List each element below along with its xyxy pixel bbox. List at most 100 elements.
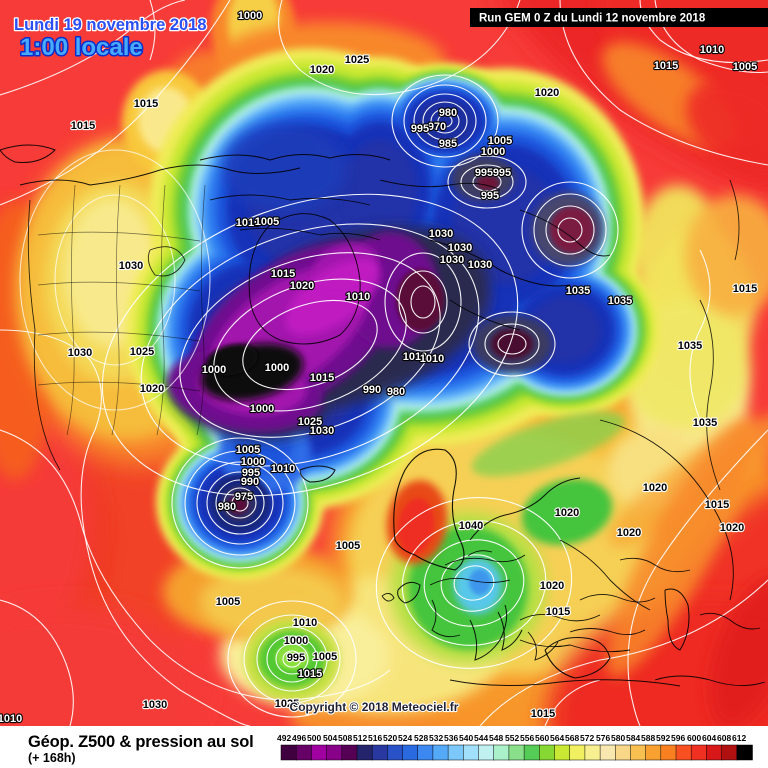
svg-text:1030: 1030 [310,425,334,437]
svg-text:Run GEM 0 Z du Lundi 12 novemb: Run GEM 0 Z du Lundi 12 novembre 2018 [479,13,706,25]
svg-text:588: 588 [641,733,655,743]
svg-text:995: 995 [481,190,499,202]
svg-text:568: 568 [565,733,579,743]
svg-text:1015: 1015 [733,283,757,295]
svg-text:1030: 1030 [468,259,492,271]
svg-text:1000: 1000 [265,362,289,374]
svg-text:995: 995 [242,467,260,479]
svg-text:520: 520 [383,733,397,743]
svg-text:990: 990 [363,384,381,396]
svg-text:1010: 1010 [236,217,260,229]
svg-text:1030: 1030 [440,254,464,266]
svg-text:1010: 1010 [346,291,370,303]
svg-text:544: 544 [474,733,488,743]
svg-text:560: 560 [535,733,549,743]
svg-text:500: 500 [307,733,321,743]
svg-text:990: 990 [241,476,259,488]
svg-text:1000: 1000 [202,364,226,376]
svg-text:1020: 1020 [535,87,559,99]
svg-text:572: 572 [580,733,594,743]
svg-text:1010: 1010 [293,617,317,629]
svg-text:528: 528 [414,733,428,743]
svg-text:592: 592 [656,733,670,743]
svg-text:995: 995 [475,167,493,179]
svg-text:980: 980 [387,386,405,398]
svg-text:1020: 1020 [540,580,564,592]
svg-text:564: 564 [550,733,564,743]
svg-text:1010: 1010 [271,463,295,475]
svg-text:1005: 1005 [488,135,512,147]
svg-text:576: 576 [596,733,610,743]
svg-text:1015: 1015 [705,499,729,511]
svg-text:492: 492 [277,733,291,743]
svg-text:580: 580 [611,733,625,743]
svg-text:1000: 1000 [284,635,308,647]
svg-text:604: 604 [702,733,716,743]
svg-text:1000: 1000 [250,403,274,415]
svg-text:970: 970 [428,121,446,133]
svg-text:504: 504 [323,733,337,743]
svg-text:600: 600 [687,733,701,743]
svg-text:612: 612 [732,733,746,743]
svg-text:1015: 1015 [310,372,334,384]
svg-text:1035: 1035 [693,417,717,429]
svg-text:1000: 1000 [238,10,262,22]
svg-text:1005: 1005 [236,444,260,456]
svg-text:1030: 1030 [119,260,143,272]
svg-text:1020: 1020 [617,527,641,539]
svg-text:496: 496 [292,733,306,743]
svg-text:995: 995 [493,167,511,179]
svg-text:1020: 1020 [720,522,744,534]
svg-text:1010: 1010 [420,353,444,365]
svg-text:1015: 1015 [271,268,295,280]
svg-text:552: 552 [505,733,519,743]
svg-text:980: 980 [218,501,236,513]
svg-text:1010: 1010 [0,713,22,725]
svg-text:508: 508 [338,733,352,743]
svg-text:1040: 1040 [459,520,483,532]
svg-text:1020: 1020 [555,507,579,519]
svg-text:608: 608 [717,733,731,743]
svg-text:1030: 1030 [429,228,453,240]
svg-text:1020: 1020 [290,280,314,292]
svg-text:1025: 1025 [345,54,369,66]
svg-text:556: 556 [520,733,534,743]
svg-text:Copyright © 2018 Meteociel.fr: Copyright © 2018 Meteociel.fr [290,700,459,714]
svg-text:1035: 1035 [566,285,590,297]
svg-text:1010: 1010 [403,351,427,363]
svg-text:524: 524 [398,733,412,743]
svg-text:1020: 1020 [310,64,334,76]
svg-text:1025: 1025 [130,346,154,358]
svg-text:1025: 1025 [298,416,322,428]
svg-text:1000: 1000 [241,456,265,468]
svg-text:1015: 1015 [298,668,322,680]
svg-text:Géop. Z500 & pression au sol: Géop. Z500 & pression au sol [28,733,253,751]
svg-text:1:00 locale: 1:00 locale [20,34,143,61]
svg-text:1030: 1030 [143,699,167,711]
svg-text:1005: 1005 [336,540,360,552]
svg-text:1005: 1005 [255,216,279,228]
svg-text:995: 995 [411,123,429,135]
svg-text:1035: 1035 [608,295,632,307]
svg-text:1015: 1015 [531,708,555,720]
svg-text:1005: 1005 [216,596,240,608]
svg-text:1020: 1020 [140,383,164,395]
svg-text:Lundi 19 novembre 2018: Lundi 19 novembre 2018 [14,16,207,34]
svg-text:995: 995 [287,652,305,664]
svg-text:1005: 1005 [313,651,337,663]
svg-text:596: 596 [671,733,685,743]
svg-text:(+ 168h): (+ 168h) [28,751,76,765]
svg-text:1030: 1030 [68,347,92,359]
svg-text:532: 532 [429,733,443,743]
svg-text:1015: 1015 [71,120,95,132]
svg-text:512: 512 [353,733,367,743]
svg-text:1025: 1025 [275,698,299,710]
svg-text:1000: 1000 [481,146,505,158]
svg-text:1035: 1035 [678,340,702,352]
svg-text:1005: 1005 [733,61,757,73]
svg-text:1015: 1015 [546,606,570,618]
svg-text:1020: 1020 [643,482,667,494]
svg-text:1030: 1030 [448,242,472,254]
svg-text:540: 540 [459,733,473,743]
svg-text:1015: 1015 [134,98,158,110]
